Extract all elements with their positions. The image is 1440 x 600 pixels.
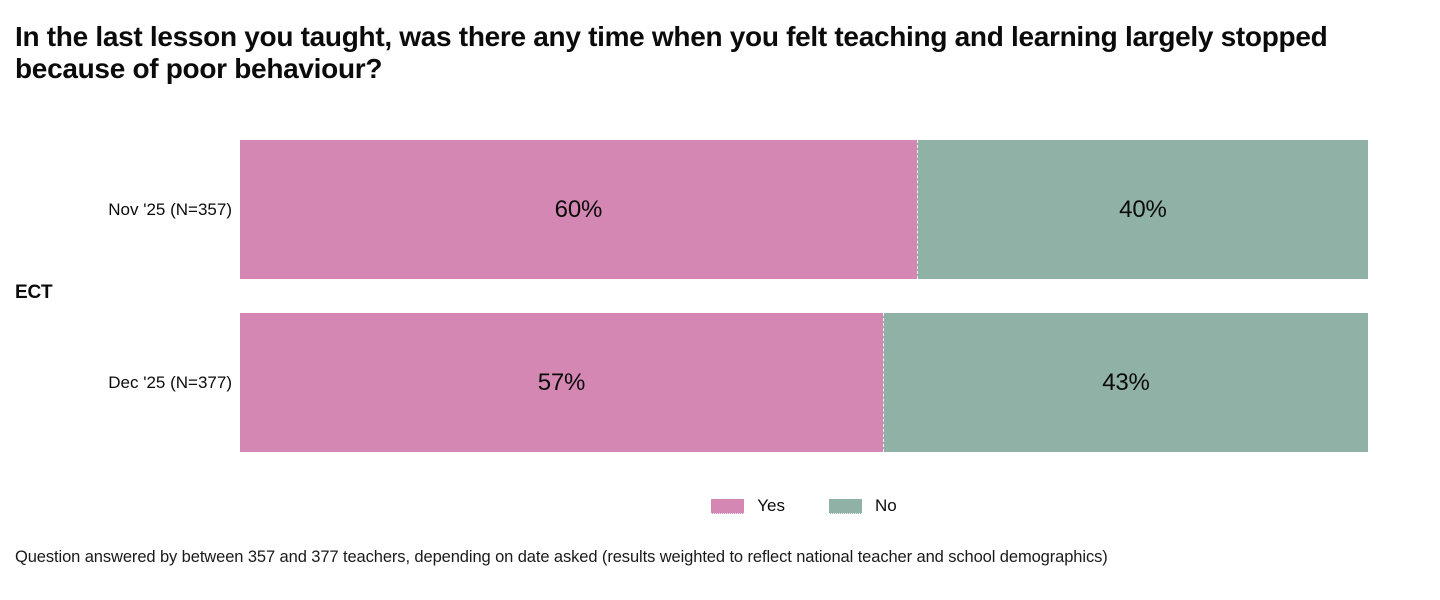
category-label-nov: Nov '25 (N=357) [108,199,232,219]
legend-swatch-yes [711,498,745,514]
data-label-no: 40% [1119,195,1167,223]
legend-item-no: No [829,496,897,516]
legend-swatch-no [829,498,862,514]
bar-row-nov: Nov '25 (N=357) 60% 40% [0,140,1368,279]
bar-segment-no: 40% [916,140,1368,279]
group-label-ect: ECT [15,282,53,303]
stacked-bar-dec: 57% 43% [240,313,1368,452]
legend-item-yes: Yes [711,496,785,516]
bar-segment-yes: 60% [240,140,917,279]
chart-title: In the last lesson you taught, was there… [15,21,1328,84]
legend-label-no: No [875,496,897,515]
bar-row-dec: Dec '25 (N=377) 57% 43% [0,313,1368,452]
stacked-bar-nov: 60% 40% [240,140,1368,279]
bar-segment-no: 43% [882,313,1368,452]
data-label-yes: 60% [554,195,603,223]
footnote: Question answered by between 357 and 377… [15,548,1108,566]
legend-label-yes: Yes [757,496,785,515]
data-label-yes: 57% [537,368,586,396]
data-label-no: 43% [1102,368,1150,396]
legend: Yes No [240,496,1368,516]
category-label-dec: Dec '25 (N=377) [108,372,232,392]
bar-segment-yes: 57% [240,313,883,452]
plot-area: Nov '25 (N=357) 60% 40% Dec '25 (N=377) … [0,140,1368,486]
